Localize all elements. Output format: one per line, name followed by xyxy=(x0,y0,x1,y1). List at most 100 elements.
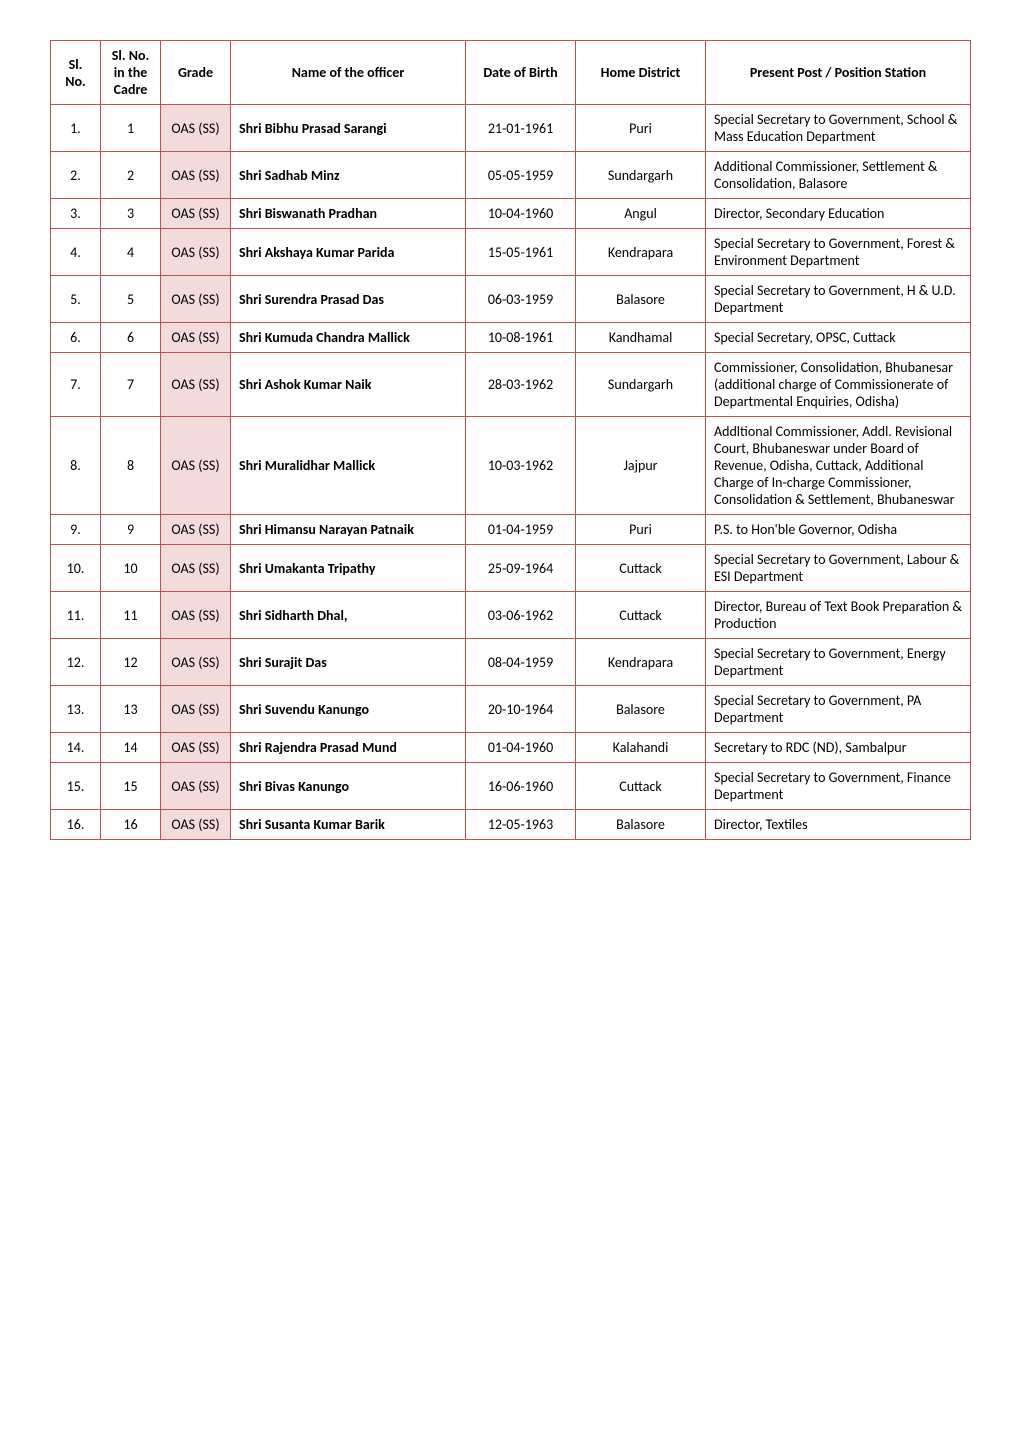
cell-cadre: 11 xyxy=(101,592,161,639)
cell-dob: 05-05-1959 xyxy=(466,152,576,199)
table-row: 5.5OAS (SS)Shri Surendra Prasad Das06-03… xyxy=(51,276,971,323)
table-row: 1.1OAS (SS)Shri Bibhu Prasad Sarangi21-0… xyxy=(51,105,971,152)
table-body: 1.1OAS (SS)Shri Bibhu Prasad Sarangi21-0… xyxy=(51,105,971,840)
cell-cadre: 5 xyxy=(101,276,161,323)
cell-post: Special Secretary to Government, School … xyxy=(706,105,971,152)
cell-dob: 12-05-1963 xyxy=(466,810,576,840)
table-row: 7.7OAS (SS)Shri Ashok Kumar Naik28-03-19… xyxy=(51,353,971,417)
cell-dist: Cuttack xyxy=(576,545,706,592)
cell-grade: OAS (SS) xyxy=(161,323,231,353)
cell-post: Director, Secondary Education xyxy=(706,199,971,229)
cell-dob: 15-05-1961 xyxy=(466,229,576,276)
cell-sl: 12. xyxy=(51,639,101,686)
cell-grade: OAS (SS) xyxy=(161,105,231,152)
cell-post: Special Secretary to Government, Labour … xyxy=(706,545,971,592)
cell-dist: Angul xyxy=(576,199,706,229)
cell-sl: 13. xyxy=(51,686,101,733)
cell-post: Special Secretary to Government, Forest … xyxy=(706,229,971,276)
cell-cadre: 13 xyxy=(101,686,161,733)
cell-grade: OAS (SS) xyxy=(161,199,231,229)
cell-name: Shri Kumuda Chandra Mallick xyxy=(231,323,466,353)
cell-sl: 4. xyxy=(51,229,101,276)
cell-post: P.S. to Hon'ble Governor, Odisha xyxy=(706,515,971,545)
cell-name: Shri Surendra Prasad Das xyxy=(231,276,466,323)
cell-dist: Kendrapara xyxy=(576,229,706,276)
cell-dist: Cuttack xyxy=(576,592,706,639)
table-row: 9.9OAS (SS)Shri Himansu Narayan Patnaik0… xyxy=(51,515,971,545)
cell-name: Shri Surajit Das xyxy=(231,639,466,686)
col-header-dob: Date of Birth xyxy=(466,41,576,105)
cell-cadre: 7 xyxy=(101,353,161,417)
cell-sl: 15. xyxy=(51,763,101,810)
cell-name: Shri Bibhu Prasad Sarangi xyxy=(231,105,466,152)
cell-dob: 28-03-1962 xyxy=(466,353,576,417)
cell-name: Shri Umakanta Tripathy xyxy=(231,545,466,592)
cell-sl: 7. xyxy=(51,353,101,417)
table-row: 14.14OAS (SS)Shri Rajendra Prasad Mund01… xyxy=(51,733,971,763)
cell-dist: Balasore xyxy=(576,276,706,323)
table-row: 13.13OAS (SS)Shri Suvendu Kanungo20-10-1… xyxy=(51,686,971,733)
cell-post: Special Secretary, OPSC, Cuttack xyxy=(706,323,971,353)
cell-cadre: 12 xyxy=(101,639,161,686)
cell-cadre: 14 xyxy=(101,733,161,763)
cell-dist: Puri xyxy=(576,515,706,545)
cell-dist: Cuttack xyxy=(576,763,706,810)
cell-dob: 20-10-1964 xyxy=(466,686,576,733)
cell-dob: 16-06-1960 xyxy=(466,763,576,810)
cell-dist: Balasore xyxy=(576,810,706,840)
cell-name: Shri Muralidhar Mallick xyxy=(231,417,466,515)
cell-cadre: 15 xyxy=(101,763,161,810)
cell-sl: 11. xyxy=(51,592,101,639)
cell-name: Shri Sadhab Minz xyxy=(231,152,466,199)
cell-post: Special Secretary to Government, Energy … xyxy=(706,639,971,686)
cell-name: Shri Bivas Kanungo xyxy=(231,763,466,810)
cell-name: Shri Suvendu Kanungo xyxy=(231,686,466,733)
cell-dist: Puri xyxy=(576,105,706,152)
cell-sl: 9. xyxy=(51,515,101,545)
cell-grade: OAS (SS) xyxy=(161,733,231,763)
cell-sl: 5. xyxy=(51,276,101,323)
cell-post: Special Secretary to Government, PA Depa… xyxy=(706,686,971,733)
cell-cadre: 9 xyxy=(101,515,161,545)
cell-dob: 10-03-1962 xyxy=(466,417,576,515)
officers-table: Sl. No. Sl. No. in the Cadre Grade Name … xyxy=(50,40,971,840)
cell-sl: 14. xyxy=(51,733,101,763)
cell-dist: Jajpur xyxy=(576,417,706,515)
table-row: 10.10OAS (SS)Shri Umakanta Tripathy25-09… xyxy=(51,545,971,592)
cell-cadre: 6 xyxy=(101,323,161,353)
table-row: 2.2OAS (SS)Shri Sadhab Minz05-05-1959Sun… xyxy=(51,152,971,199)
table-row: 12.12OAS (SS)Shri Surajit Das08-04-1959K… xyxy=(51,639,971,686)
table-row: 4.4OAS (SS)Shri Akshaya Kumar Parida15-0… xyxy=(51,229,971,276)
cell-cadre: 16 xyxy=(101,810,161,840)
cell-post: Special Secretary to Government, Finance… xyxy=(706,763,971,810)
cell-dob: 03-06-1962 xyxy=(466,592,576,639)
cell-dob: 01-04-1960 xyxy=(466,733,576,763)
cell-post: Additional Commissioner, Settlement & Co… xyxy=(706,152,971,199)
cell-grade: OAS (SS) xyxy=(161,353,231,417)
cell-grade: OAS (SS) xyxy=(161,417,231,515)
cell-post: Special Secretary to Government, H & U.D… xyxy=(706,276,971,323)
cell-grade: OAS (SS) xyxy=(161,592,231,639)
cell-grade: OAS (SS) xyxy=(161,276,231,323)
cell-cadre: 1 xyxy=(101,105,161,152)
cell-name: Shri Biswanath Pradhan xyxy=(231,199,466,229)
cell-dist: Kendrapara xyxy=(576,639,706,686)
table-header: Sl. No. Sl. No. in the Cadre Grade Name … xyxy=(51,41,971,105)
col-header-grade: Grade xyxy=(161,41,231,105)
cell-post: Addltional Commissioner, Addl. Revisiona… xyxy=(706,417,971,515)
cell-sl: 2. xyxy=(51,152,101,199)
cell-grade: OAS (SS) xyxy=(161,515,231,545)
cell-cadre: 4 xyxy=(101,229,161,276)
col-header-sl: Sl. No. xyxy=(51,41,101,105)
cell-name: Shri Rajendra Prasad Mund xyxy=(231,733,466,763)
cell-name: Shri Himansu Narayan Patnaik xyxy=(231,515,466,545)
table-row: 16.16OAS (SS)Shri Susanta Kumar Barik12-… xyxy=(51,810,971,840)
col-header-post: Present Post / Position Station xyxy=(706,41,971,105)
cell-sl: 3. xyxy=(51,199,101,229)
table-row: 6.6OAS (SS)Shri Kumuda Chandra Mallick10… xyxy=(51,323,971,353)
cell-grade: OAS (SS) xyxy=(161,545,231,592)
cell-grade: OAS (SS) xyxy=(161,763,231,810)
cell-dob: 01-04-1959 xyxy=(466,515,576,545)
cell-sl: 8. xyxy=(51,417,101,515)
table-row: 11.11OAS (SS)Shri Sidharth Dhal,03-06-19… xyxy=(51,592,971,639)
